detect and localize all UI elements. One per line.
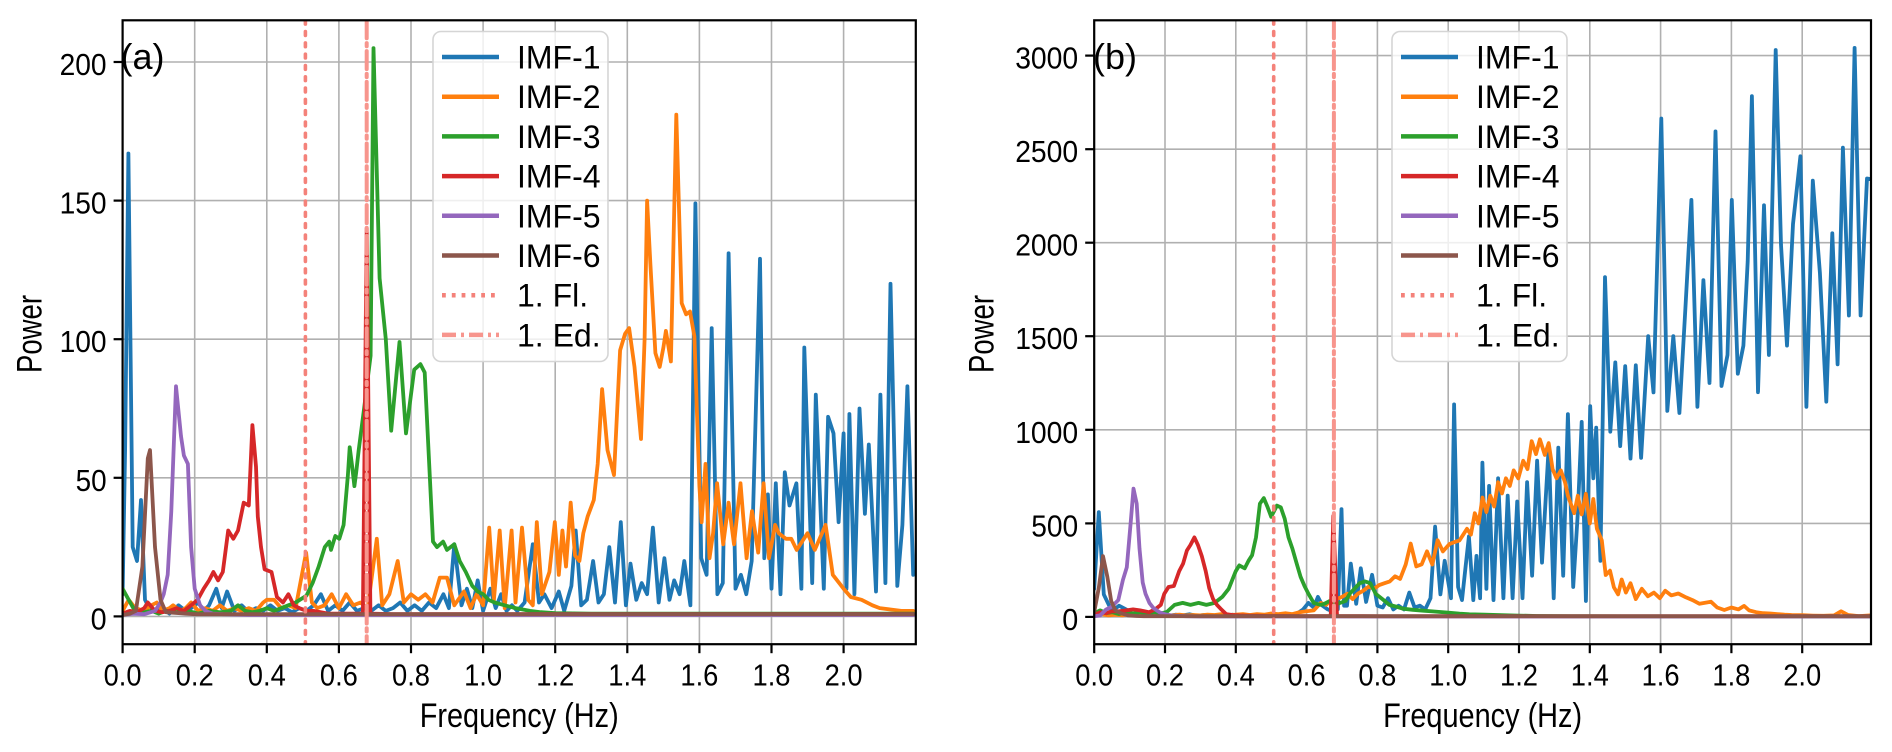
- svg-text:IMF-3: IMF-3: [517, 119, 601, 155]
- svg-text:0.4: 0.4: [248, 658, 286, 693]
- svg-text:1.6: 1.6: [1642, 658, 1680, 693]
- svg-text:0.8: 0.8: [392, 658, 430, 693]
- svg-text:IMF-4: IMF-4: [517, 159, 601, 195]
- svg-text:1.4: 1.4: [1571, 658, 1609, 693]
- svg-text:1.2: 1.2: [536, 658, 574, 693]
- svg-text:IMF-5: IMF-5: [1476, 198, 1560, 234]
- svg-text:Power: Power: [963, 295, 1002, 373]
- svg-text:1.8: 1.8: [1712, 658, 1750, 693]
- svg-text:2.0: 2.0: [1783, 658, 1821, 693]
- svg-text:IMF-1: IMF-1: [517, 40, 601, 76]
- svg-text:100: 100: [60, 324, 107, 359]
- svg-text:1. Fl.: 1. Fl.: [517, 278, 588, 314]
- svg-text:500: 500: [1031, 508, 1078, 543]
- svg-text:1.6: 1.6: [680, 658, 718, 693]
- svg-text:IMF-2: IMF-2: [1476, 79, 1560, 115]
- svg-text:0.0: 0.0: [104, 658, 142, 693]
- svg-text:1500: 1500: [1015, 321, 1078, 356]
- svg-text:IMF-6: IMF-6: [1476, 238, 1560, 274]
- svg-text:1. Ed.: 1. Ed.: [517, 317, 601, 353]
- svg-text:2000: 2000: [1015, 228, 1078, 263]
- svg-text:2500: 2500: [1015, 134, 1078, 169]
- svg-text:IMF-1: IMF-1: [1476, 40, 1560, 76]
- svg-text:0.6: 0.6: [1288, 658, 1326, 693]
- svg-text:1.8: 1.8: [753, 658, 791, 693]
- svg-text:1.4: 1.4: [608, 658, 646, 693]
- svg-text:IMF-5: IMF-5: [517, 198, 601, 234]
- svg-text:(b): (b): [1093, 36, 1137, 77]
- svg-text:0.8: 0.8: [1358, 658, 1396, 693]
- svg-text:0.6: 0.6: [320, 658, 358, 693]
- svg-text:0.2: 0.2: [1146, 658, 1184, 693]
- svg-text:200: 200: [60, 47, 107, 82]
- svg-text:3000: 3000: [1015, 41, 1078, 76]
- svg-text:50: 50: [76, 463, 107, 498]
- svg-text:IMF-6: IMF-6: [517, 238, 601, 274]
- svg-text:0.2: 0.2: [176, 658, 214, 693]
- svg-text:150: 150: [60, 186, 107, 221]
- svg-text:Frequency (Hz): Frequency (Hz): [1383, 697, 1582, 735]
- svg-text:Frequency (Hz): Frequency (Hz): [420, 697, 619, 735]
- svg-text:1. Fl.: 1. Fl.: [1476, 278, 1547, 314]
- svg-text:0: 0: [91, 601, 107, 636]
- svg-text:1.0: 1.0: [1429, 658, 1467, 693]
- svg-text:0: 0: [1062, 602, 1078, 637]
- svg-text:IMF-4: IMF-4: [1476, 159, 1560, 195]
- svg-text:1000: 1000: [1015, 415, 1078, 450]
- svg-text:Power: Power: [11, 295, 50, 373]
- svg-text:(a): (a): [121, 36, 165, 77]
- svg-text:1.0: 1.0: [464, 658, 502, 693]
- svg-text:IMF-3: IMF-3: [1476, 119, 1560, 155]
- svg-text:1. Ed.: 1. Ed.: [1476, 317, 1560, 353]
- svg-text:0.4: 0.4: [1217, 658, 1255, 693]
- svg-text:1.2: 1.2: [1500, 658, 1538, 693]
- svg-text:IMF-2: IMF-2: [517, 79, 601, 115]
- svg-text:2.0: 2.0: [825, 658, 863, 693]
- svg-text:0.0: 0.0: [1075, 658, 1113, 693]
